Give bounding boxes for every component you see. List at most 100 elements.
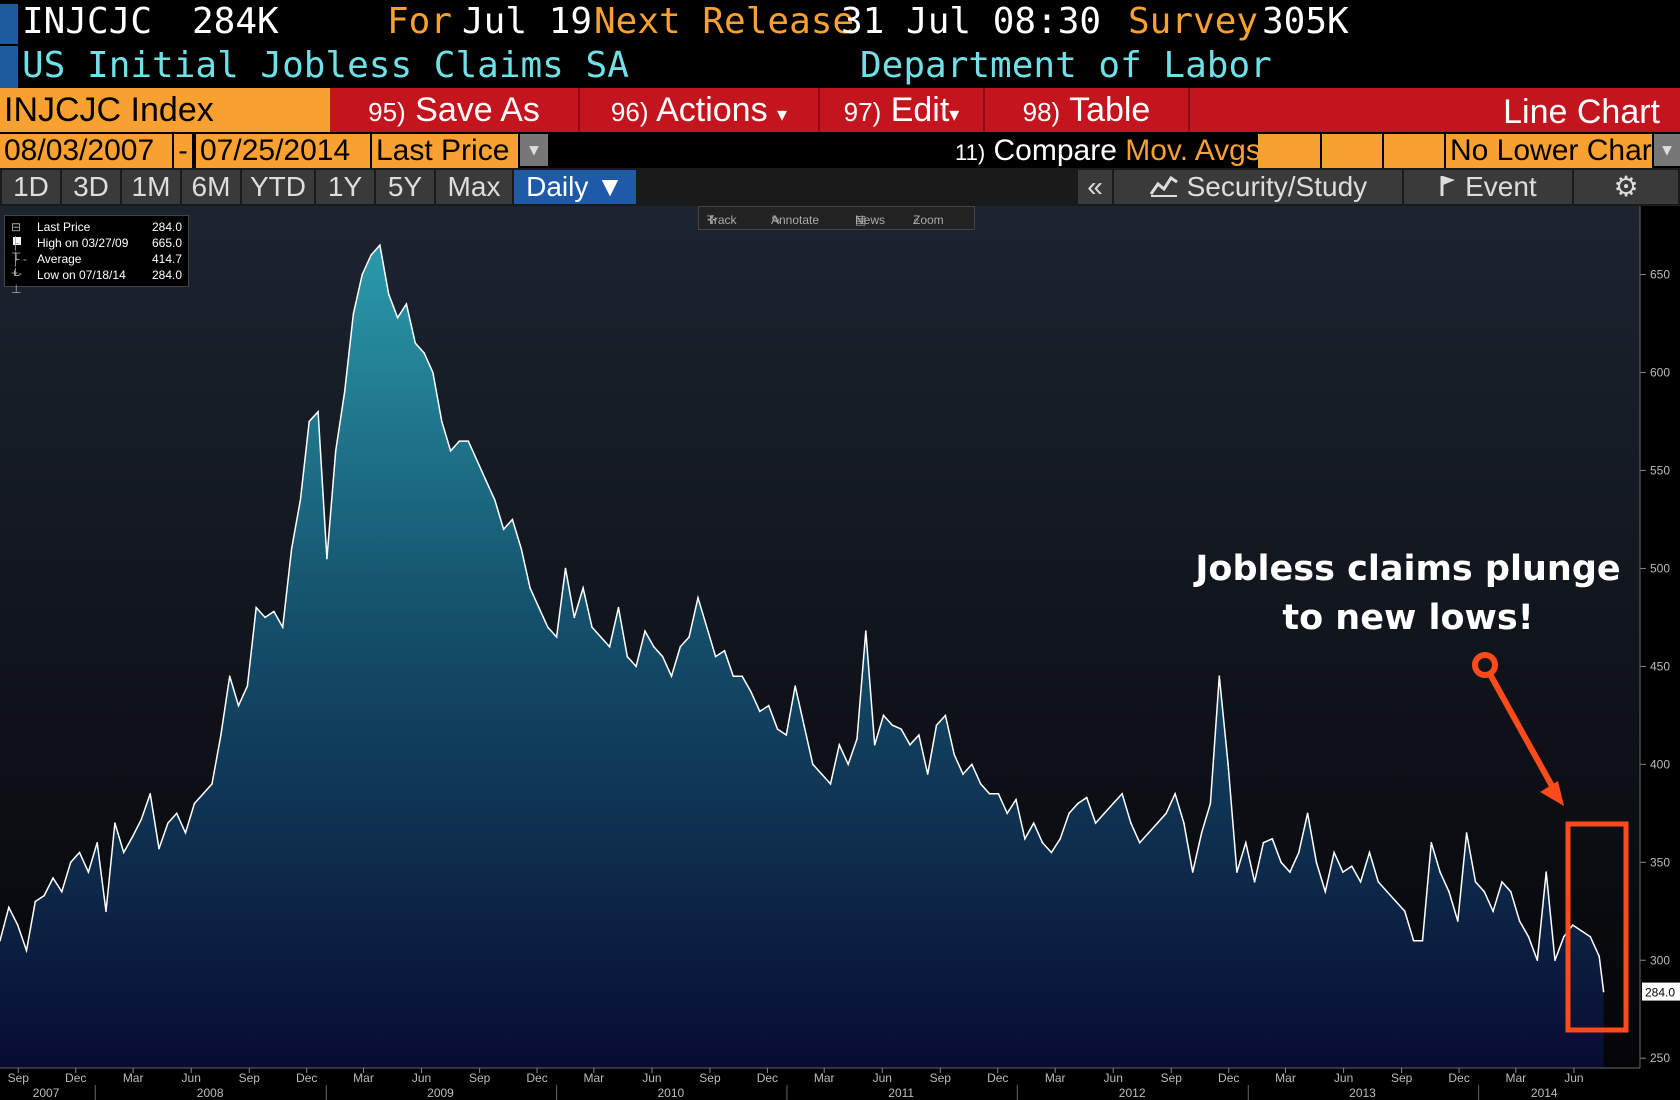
data-point	[1448, 890, 1450, 893]
data-point	[476, 459, 478, 462]
data-point	[1280, 861, 1282, 864]
price-field-dropdown-icon[interactable]: ▼	[520, 134, 548, 166]
data-point	[538, 606, 540, 609]
ticker: INJCJC	[22, 1, 153, 42]
study-slot-3[interactable]	[1384, 134, 1444, 168]
data-point	[423, 352, 425, 354]
data-point	[78, 851, 81, 854]
data-point	[741, 675, 743, 677]
data-point	[1412, 939, 1415, 942]
x-month-label: Dec	[296, 1071, 317, 1085]
study-slot-1[interactable]	[1258, 134, 1320, 168]
legend-value: 284.0	[151, 268, 182, 282]
data-point	[1094, 822, 1097, 824]
data-point	[626, 655, 629, 658]
data-point	[865, 630, 867, 632]
data-point	[1183, 822, 1185, 824]
event-label: Event	[1465, 171, 1537, 202]
data-point	[1483, 890, 1486, 893]
data-point	[467, 440, 470, 442]
x-month-label: Mar	[1045, 1071, 1066, 1085]
data-point	[140, 818, 143, 820]
chart-type-title: Line Chart	[1503, 93, 1660, 131]
data-point	[1342, 871, 1344, 873]
data-point	[1103, 812, 1106, 815]
data-point	[1147, 832, 1150, 834]
save-as-button[interactable]: 95) Save As	[330, 88, 580, 132]
data-point	[1545, 871, 1547, 873]
edit-button[interactable]: 97) Edit▾	[820, 88, 985, 132]
data-point	[971, 763, 973, 766]
data-point	[326, 557, 328, 560]
period-1d[interactable]: 1D	[2, 170, 60, 204]
data-point	[1077, 802, 1079, 805]
x-year-label: 2012	[1119, 1086, 1146, 1100]
frequency-daily-select[interactable]: Daily ▼	[514, 170, 636, 204]
data-point	[1580, 930, 1583, 932]
x-month-label: Sep	[1391, 1071, 1413, 1085]
data-point	[1245, 841, 1247, 844]
data-point	[87, 871, 90, 873]
data-point	[511, 518, 514, 521]
period-1y[interactable]: 1Y	[316, 170, 374, 204]
lower-chart-dropdown-icon[interactable]: ▼	[1654, 134, 1680, 166]
data-point	[1289, 871, 1291, 873]
data-point	[882, 714, 885, 717]
collapse-button[interactable]: «	[1078, 170, 1112, 204]
settings-button[interactable]: ⚙	[1574, 170, 1678, 204]
price-field-select[interactable]: Last Price	[372, 134, 518, 168]
data-point	[193, 802, 196, 805]
data-point	[935, 724, 938, 726]
x-month-label: Jun	[1564, 1071, 1583, 1085]
event-button[interactable]: Event	[1404, 170, 1572, 204]
period-max[interactable]: Max	[436, 170, 512, 204]
data-point	[334, 450, 337, 452]
data-point	[1510, 890, 1512, 893]
data-point	[396, 316, 399, 319]
mov-avgs-link[interactable]: Mov. Avgs	[1125, 134, 1261, 167]
data-point	[149, 792, 151, 795]
start-date-field[interactable]: 08/03/2007	[0, 134, 172, 168]
end-date-field[interactable]: 07/25/2014	[196, 134, 370, 168]
data-point	[670, 675, 673, 677]
x-month-label: Dec	[987, 1071, 1008, 1085]
study-slot-2[interactable]	[1322, 134, 1382, 168]
period-6m[interactable]: 6M	[182, 170, 240, 204]
data-point	[644, 630, 646, 632]
data-point	[1306, 812, 1309, 815]
data-point	[361, 273, 364, 276]
security-study-button[interactable]: Security/Study	[1114, 170, 1402, 204]
jobless-claims-chart[interactable]: 250 300 350 400 450 500 550 600 650 284.0 Sep Dec M…	[0, 206, 1680, 1100]
actions-button[interactable]: 96) Actions ▾	[580, 88, 820, 132]
data-point	[732, 675, 735, 677]
data-point	[52, 877, 54, 879]
data-point	[697, 597, 699, 599]
data-point	[228, 675, 231, 677]
for-date: Jul 19	[462, 1, 593, 42]
period-5y[interactable]: 5Y	[376, 170, 434, 204]
data-point	[1492, 910, 1494, 913]
data-point	[1602, 990, 1605, 993]
y-tick-label: 650	[1650, 268, 1670, 282]
arrow-head	[1540, 781, 1564, 806]
x-month-label: Jun	[1334, 1071, 1353, 1085]
next-release-label: Next Release	[594, 1, 855, 42]
data-point	[653, 646, 655, 648]
arrow-shaft	[1488, 674, 1555, 788]
index-field[interactable]: INJCJC Index	[0, 88, 330, 132]
table-label: Table	[1069, 91, 1151, 129]
data-point	[918, 734, 920, 736]
data-point	[1165, 812, 1167, 815]
period-1m[interactable]: 1M	[122, 170, 180, 204]
period-ytd[interactable]: YTD	[242, 170, 314, 204]
x-month-label: Mar	[814, 1071, 835, 1085]
data-point	[1209, 802, 1212, 805]
data-point	[1474, 881, 1477, 883]
date-range-bar: 08/03/2007 - 07/25/2014 Last Price ▼ 11)…	[0, 132, 1680, 168]
lower-chart-select[interactable]: No Lower Chart	[1446, 134, 1660, 168]
x-month-label: Mar	[1506, 1071, 1527, 1085]
table-button[interactable]: 98) Table	[985, 88, 1190, 132]
period-3d[interactable]: 3D	[62, 170, 120, 204]
data-point	[379, 244, 381, 246]
compare-menu[interactable]: 11) Compare Mov. Avgs	[955, 134, 1261, 170]
